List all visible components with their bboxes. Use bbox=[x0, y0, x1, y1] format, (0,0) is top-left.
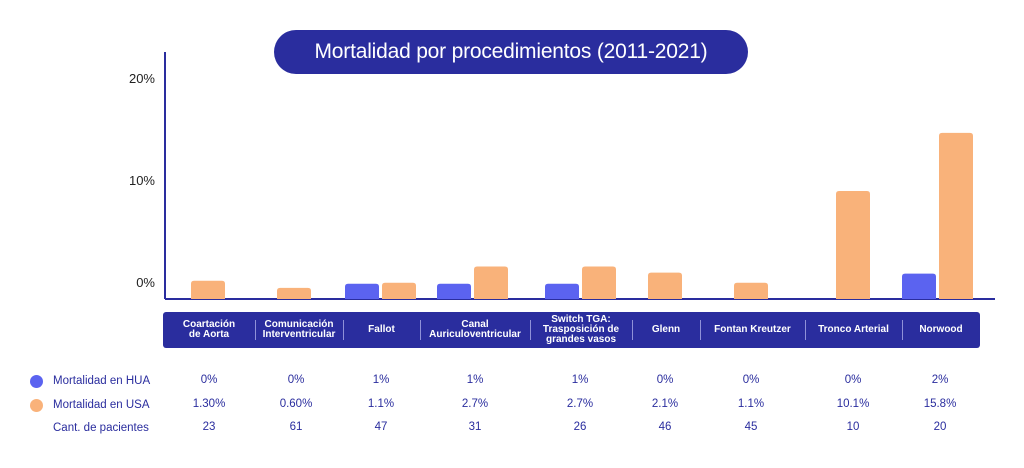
usa-bar bbox=[191, 280, 225, 299]
usa-bar bbox=[836, 190, 870, 299]
category-label: Canal Auriculoventricular bbox=[429, 319, 521, 340]
category-separator bbox=[805, 320, 806, 340]
table-cell: 31 bbox=[468, 421, 482, 433]
table-cell: 10 bbox=[846, 421, 860, 433]
table-row-label: Mortalidad en USA bbox=[30, 395, 150, 415]
table-cell: 1.1% bbox=[737, 398, 765, 410]
table-cell: 0% bbox=[287, 374, 305, 386]
chart-title: Mortalidad por procedimientos (2011-2021… bbox=[274, 30, 748, 74]
category-label: Fontan Kreutzer bbox=[714, 324, 791, 335]
hua-bar bbox=[345, 283, 379, 299]
legend-dot-icon bbox=[30, 422, 43, 435]
category-label: Norwood bbox=[919, 324, 963, 335]
usa-bar bbox=[382, 282, 416, 299]
table-cell: 0.60% bbox=[279, 398, 313, 410]
table-cell: 61 bbox=[289, 421, 303, 433]
category-label: Coartación de Aorta bbox=[182, 319, 236, 340]
category-separator bbox=[530, 320, 531, 340]
table-row-label: Mortalidad en HUA bbox=[30, 371, 150, 391]
table-cell: 1% bbox=[372, 374, 390, 386]
table-cell: 1.1% bbox=[367, 398, 395, 410]
category-label: Comunicación Interventricular bbox=[262, 319, 336, 340]
category-separator bbox=[343, 320, 344, 340]
category-label: Glenn bbox=[651, 324, 681, 335]
table-cell: 2.7% bbox=[566, 398, 594, 410]
table-cell: 2.7% bbox=[461, 398, 489, 410]
category-separator bbox=[700, 320, 701, 340]
table-row-label: Cant. de pacientes bbox=[30, 418, 149, 438]
table-cell: 2% bbox=[931, 374, 949, 386]
category-label: Fallot bbox=[368, 324, 395, 335]
table-cell: 26 bbox=[573, 421, 587, 433]
table-cell: 2.1% bbox=[651, 398, 679, 410]
hua-bar bbox=[545, 283, 579, 299]
usa-bar bbox=[648, 272, 682, 299]
category-separator bbox=[902, 320, 903, 340]
table-cell: 10.1% bbox=[836, 398, 870, 410]
table-cell: 46 bbox=[658, 421, 672, 433]
usa-bar bbox=[734, 282, 768, 299]
table-cell: 0% bbox=[742, 374, 760, 386]
table-cell: 0% bbox=[200, 374, 218, 386]
table-cell: 0% bbox=[656, 374, 674, 386]
table-cell: 1% bbox=[466, 374, 484, 386]
chart-plot-area: 0% 10% 20% bbox=[129, 52, 995, 300]
usa-bar bbox=[939, 132, 973, 299]
category-separator bbox=[255, 320, 256, 340]
hua-bar bbox=[902, 273, 936, 299]
category-label: Tronco Arterial bbox=[818, 324, 889, 335]
table-cell: 47 bbox=[374, 421, 388, 433]
legend-label: Mortalidad en HUA bbox=[53, 375, 151, 387]
y-tick-label: 20% bbox=[129, 71, 155, 86]
legend-dot-icon bbox=[30, 374, 43, 388]
legend-label: Mortalidad en USA bbox=[53, 399, 150, 411]
table-cell: 1.30% bbox=[192, 398, 226, 410]
usa-bar bbox=[582, 266, 616, 299]
table-cell: 1% bbox=[571, 374, 589, 386]
category-separator bbox=[420, 320, 421, 340]
category-label: Switch TGA: Trasposición de grandes vaso… bbox=[542, 314, 620, 345]
usa-bar bbox=[277, 287, 311, 299]
y-tick-label: 10% bbox=[129, 173, 155, 188]
table-cell: 0% bbox=[844, 374, 862, 386]
hua-bar bbox=[437, 283, 471, 299]
table-cell: 15.8% bbox=[923, 398, 957, 410]
y-tick-label: 0% bbox=[136, 275, 155, 290]
table-cell: 45 bbox=[744, 421, 758, 433]
table-cell: 23 bbox=[202, 421, 216, 433]
category-axis-band: Coartación de Aorta Comunicación Interven… bbox=[163, 312, 980, 348]
usa-bar bbox=[474, 266, 508, 299]
table-cell: 20 bbox=[933, 421, 947, 433]
legend-dot-icon bbox=[30, 398, 43, 412]
category-separator bbox=[632, 320, 633, 340]
legend-label: Cant. de pacientes bbox=[53, 422, 149, 434]
